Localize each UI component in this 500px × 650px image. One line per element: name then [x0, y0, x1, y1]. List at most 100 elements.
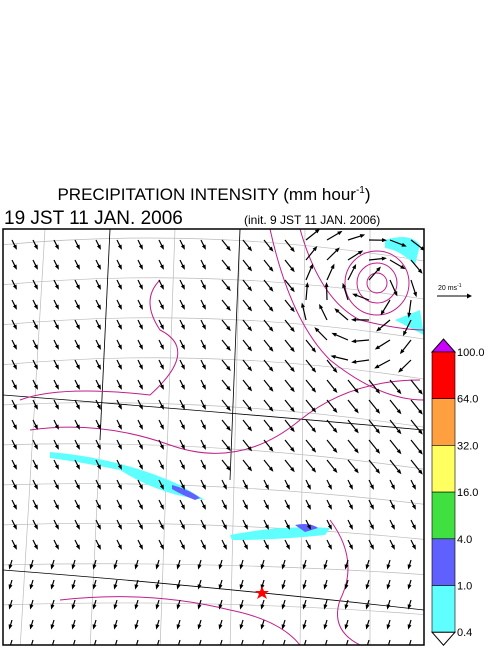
wind-head: [375, 428, 381, 434]
wind-head: [226, 465, 231, 471]
wind-head: [247, 286, 253, 292]
wind-head: [71, 624, 76, 630]
wind-head: [54, 284, 59, 290]
wind-vector: [240, 639, 244, 645]
wind-head: [369, 544, 374, 550]
colorbar-bottom: [430, 631, 457, 646]
wind-head: [159, 504, 164, 510]
wind-head: [407, 604, 412, 610]
wind-head: [290, 427, 295, 433]
wind-head: [365, 624, 370, 630]
wind-head: [96, 444, 101, 450]
wind-head: [138, 404, 143, 410]
wind-head: [92, 584, 97, 590]
wind-head: [311, 367, 317, 373]
wind-head: [96, 304, 101, 310]
wind-head: [180, 464, 185, 470]
wind-head: [247, 346, 253, 352]
wind-head: [290, 287, 295, 293]
wind-head: [418, 449, 423, 455]
wind-head: [12, 504, 17, 510]
wind-head: [323, 564, 328, 570]
wind-head: [281, 604, 286, 610]
wind-head: [290, 327, 295, 333]
wind-head: [352, 293, 358, 298]
wind-head: [418, 429, 423, 435]
wind-head: [290, 347, 295, 353]
wind-head: [342, 282, 347, 289]
wind-head: [374, 364, 380, 369]
wind-head: [54, 264, 59, 270]
wind-head: [348, 484, 353, 490]
wind-head: [117, 344, 122, 350]
wind-head: [12, 484, 17, 490]
wind-head: [117, 264, 122, 270]
wind-head: [264, 484, 269, 490]
wind-head: [12, 404, 17, 410]
wind-head: [386, 604, 391, 610]
wind-head: [92, 564, 97, 570]
wind-head: [75, 384, 80, 390]
wind-head: [226, 385, 231, 391]
wind-head: [180, 484, 185, 490]
wind-head: [117, 544, 122, 550]
wind-head: [264, 524, 269, 530]
wind-head: [390, 504, 395, 510]
wind-head: [201, 404, 206, 410]
wind-head: [418, 469, 423, 475]
wind-head: [50, 624, 55, 630]
wind-head: [309, 263, 314, 269]
wind-head: [138, 304, 143, 310]
wind-head: [268, 446, 274, 452]
wind-head: [180, 304, 185, 310]
wind-scale-label: 20 ms-1: [438, 283, 462, 292]
wind-head: [393, 291, 398, 297]
precip-areas: [50, 236, 424, 540]
wind-head: [344, 564, 349, 570]
wind-head: [12, 424, 17, 430]
wind-head: [264, 544, 269, 550]
wind-head: [390, 544, 395, 550]
wind-head: [386, 564, 391, 570]
wind-vector: [30, 639, 34, 645]
wind-head: [75, 504, 80, 510]
wind-head: [138, 444, 143, 450]
wind-head: [8, 564, 13, 570]
wind-head: [402, 330, 407, 337]
wind-head: [33, 324, 38, 330]
wind-head: [159, 364, 164, 370]
wind-head: [369, 504, 374, 510]
wind-head: [138, 244, 143, 250]
wind-head: [281, 624, 286, 630]
wind-head: [327, 504, 332, 510]
wind-head: [407, 624, 412, 630]
wind-head: [311, 447, 317, 453]
wind-head: [117, 364, 122, 370]
colorbar-label: 0.4: [457, 627, 472, 639]
wind-head: [113, 604, 118, 610]
wind-head: [138, 364, 143, 370]
pressure-contours: [19, 229, 424, 645]
title: PRECIPITATION INTENSITY (mm hour-1): [57, 185, 370, 204]
wind-head: [113, 624, 118, 630]
wind-head: [351, 359, 357, 364]
wind-head: [411, 504, 416, 510]
wind-head: [134, 624, 139, 630]
wind-head: [155, 564, 160, 570]
wind-head: [33, 524, 38, 530]
wind-head: [54, 464, 59, 470]
wind-head: [418, 389, 423, 395]
wind-head: [12, 324, 17, 330]
boundaries: [3, 229, 424, 611]
valid-time: 19 JST 11 JAN. 2006: [4, 208, 183, 229]
wind-head: [268, 306, 274, 312]
wind-head: [159, 544, 164, 550]
wind-head: [12, 464, 17, 470]
wind-head: [71, 584, 76, 590]
wind-head: [301, 302, 305, 308]
wind-head: [96, 544, 101, 550]
wind-head: [180, 524, 185, 530]
wind-head: [29, 564, 34, 570]
wind-head: [33, 404, 38, 410]
wind-head: [226, 405, 231, 411]
